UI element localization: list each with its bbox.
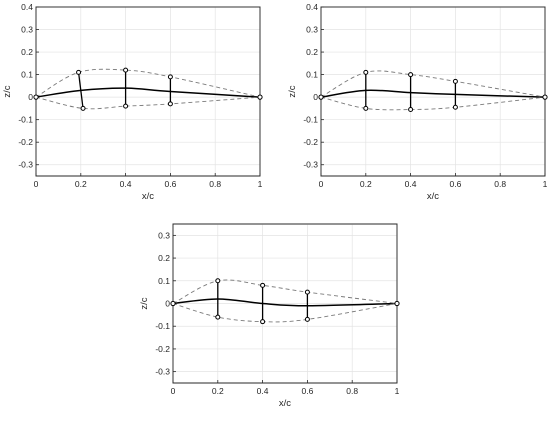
control-bar	[77, 72, 84, 109]
x-tick-label: 0.2	[75, 179, 87, 189]
x-tick-label: 0.4	[257, 386, 269, 396]
y-tick-label: -0.3	[18, 160, 33, 170]
y-tick-label: -0.1	[155, 321, 170, 331]
x-tick-label: 0	[34, 179, 39, 189]
y-tick-label: 0.3	[306, 25, 318, 35]
control-point-upper	[123, 67, 129, 73]
y-axis-label: z/c	[139, 297, 150, 309]
x-axis-label: x/c	[279, 398, 291, 409]
x-tick-label: 0.8	[494, 179, 506, 189]
y-tick-label: 0.2	[21, 47, 33, 57]
y-axis-label: z/c	[287, 85, 298, 97]
x-tick-label: 0.2	[212, 386, 224, 396]
control-point-upper	[167, 74, 173, 80]
plot-frame	[320, 6, 546, 177]
upper-series-line	[172, 279, 398, 304]
y-tick-label: 0	[28, 92, 33, 102]
y-tick-label: -0.2	[18, 137, 33, 147]
chart-panel-2: 0 0.2 0.4 0.6 0.8 1 -0.3 -0.2 -0.1 0 0.1 0.2 0.3 0.4 x…	[287, 2, 548, 202]
y-tick-label: 0	[313, 92, 318, 102]
x-axis-label: x/c	[142, 191, 154, 202]
chart-panel-1: 0 0.2 0.4 0.6 0.8 1 -0.3 -0.2 -0.1 0 0.1 0.2 0.3 0.4 x…	[2, 2, 263, 202]
control-point-upper	[304, 289, 310, 295]
y-tick-label: -0.3	[303, 160, 318, 170]
edge-point	[542, 94, 548, 100]
upper-series-line	[35, 68, 261, 98]
x-tick-label: 1	[395, 386, 400, 396]
y-tick-label: -0.1	[18, 115, 33, 125]
edge-point	[170, 300, 176, 307]
x-tick-label: 0.2	[360, 179, 372, 189]
control-point-upper	[363, 69, 369, 75]
y-tick-label: 0.4	[306, 2, 318, 12]
edge-point	[257, 94, 263, 100]
y-tick-label: 0.1	[306, 70, 318, 80]
edge-point	[33, 94, 39, 100]
y-tick-label: 0.3	[158, 230, 170, 240]
x-tick-label: 1	[258, 179, 263, 189]
x-axis-label: x/c	[427, 191, 439, 202]
y-tick-label: -0.3	[155, 367, 170, 377]
upper-series-line	[320, 70, 546, 98]
x-tick-label: 0	[171, 386, 176, 396]
control-point-lower	[167, 101, 173, 107]
edge-point	[318, 94, 324, 100]
y-tick-label: 0.1	[21, 70, 33, 80]
y-tick-label: 0.3	[21, 25, 33, 35]
control-point-lower	[363, 105, 369, 111]
control-point-lower	[260, 319, 266, 325]
x-tick-label: 1	[543, 179, 548, 189]
x-tick-label: 0.4	[120, 179, 132, 189]
plot-frame	[35, 6, 261, 177]
x-tick-label: 0.6	[301, 386, 313, 396]
y-axis-label: z/c	[2, 85, 13, 97]
control-point-upper	[76, 69, 82, 75]
x-tick-label: 0	[319, 179, 324, 189]
y-tick-label: -0.1	[303, 115, 318, 125]
y-tick-label: 0	[165, 299, 170, 309]
x-tick-label: 0.6	[164, 179, 176, 189]
control-point-upper	[260, 282, 266, 288]
control-point-lower	[123, 103, 129, 109]
control-point-lower	[304, 316, 310, 322]
x-tick-label: 0.8	[209, 179, 221, 189]
y-tick-label: 0.1	[158, 276, 170, 286]
y-tick-label: 0.2	[158, 253, 170, 263]
control-point-lower	[452, 104, 458, 110]
y-tick-label: 0.2	[306, 47, 318, 57]
y-tick-label: 0.4	[21, 2, 33, 12]
y-tick-label: -0.2	[155, 344, 170, 354]
control-point-lower	[408, 107, 414, 113]
control-point-upper	[408, 72, 414, 78]
x-tick-label: 0.4	[405, 179, 417, 189]
control-point-upper	[215, 278, 221, 284]
control-point-lower	[215, 314, 221, 320]
chart-panel-3: 0 0.2 0.4 0.6 0.8 1 -0.3 -0.2 -0.1 0 0.1 0.2 0.3 x/c z…	[139, 223, 400, 409]
edge-point	[394, 300, 400, 307]
x-tick-label: 0.6	[449, 179, 461, 189]
control-point-upper	[452, 78, 458, 84]
control-point-lower	[80, 105, 86, 111]
x-tick-label: 0.8	[346, 386, 358, 396]
y-tick-label: -0.2	[303, 137, 318, 147]
